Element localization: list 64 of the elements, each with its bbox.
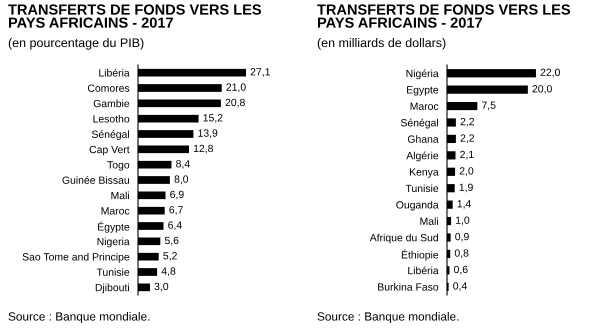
- y-tick-label: Nigéria: [406, 69, 439, 80]
- y-tick-label: Egypte: [407, 86, 438, 96]
- y-tick-label: Mali: [111, 192, 129, 200]
- data-label: 0,9: [455, 232, 469, 242]
- y-tick-label: Mali: [420, 217, 438, 225]
- y-tick-label: Tunisie: [96, 268, 130, 276]
- data-label: 27,1: [250, 68, 270, 77]
- chart-subtitle: (en milliards de dollars): [318, 38, 446, 50]
- data-label: 5,2: [163, 252, 177, 261]
- data-label: 1,9: [460, 184, 473, 192]
- y-tick-label: Nigeria: [98, 238, 130, 248]
- data-label: 8,4: [176, 160, 190, 169]
- data-label: 3,0: [154, 282, 168, 292]
- y-tick-label: Libéria: [408, 266, 439, 274]
- data-label: 1,4: [458, 200, 472, 209]
- data-label: 6,7: [169, 206, 183, 215]
- data-label: 5,6: [164, 236, 179, 246]
- data-label: 1,0: [456, 216, 470, 226]
- data-label: 6,4: [168, 221, 182, 230]
- data-label: 2,2: [460, 134, 474, 143]
- y-tick-label: Kenya: [410, 168, 439, 178]
- y-tick-label: Ghana: [408, 135, 439, 143]
- y-tick-label: Égypte: [98, 221, 130, 233]
- chart-subtitle: (en pourcentage du PIB): [8, 38, 144, 50]
- y-tick-label: Maroc: [102, 207, 130, 215]
- data-label: 2,0: [460, 167, 474, 176]
- y-tick-label: Burkina Faso: [378, 283, 438, 291]
- data-label: 2,1: [460, 150, 474, 160]
- data-label: 12,8: [194, 144, 213, 154]
- y-tick-label: Ouganda: [396, 200, 439, 211]
- data-label: 20,8: [226, 98, 245, 108]
- data-label: 15,2: [204, 114, 222, 123]
- data-label: 4,8: [162, 267, 176, 276]
- y-tick-label: Sénégal: [400, 118, 438, 128]
- data-label: 21,0: [226, 83, 246, 92]
- source-note: Source : Banque mondiale.: [8, 312, 150, 324]
- data-label: 0,8: [454, 249, 468, 258]
- data-label: 13,9: [198, 129, 218, 138]
- data-label: 8,0: [174, 175, 188, 184]
- y-tick-label: Éthiopie: [402, 249, 438, 261]
- y-tick-label: Lesotho: [93, 114, 130, 123]
- chart-title: TRANSFERTS DE FONDS VERS LES PAYS AFRICAINS - 2017: [8, 4, 262, 28]
- y-tick-label: Algérie: [406, 152, 438, 162]
- y-tick-label: Comores: [88, 84, 130, 92]
- y-tick-label: Afrique du Sud: [370, 234, 438, 244]
- y-tick-label: Libéria: [99, 68, 130, 77]
- y-tick-label: Sao Tome and Principe: [22, 252, 130, 263]
- data-label: 0,6: [454, 266, 468, 274]
- y-tick-label: Togo: [107, 161, 130, 171]
- y-tick-label: Sénégal: [92, 130, 129, 140]
- data-label: 22,0: [540, 68, 560, 78]
- y-tick-label: Gambie: [94, 100, 130, 108]
- y-tick-label: Maroc: [410, 102, 438, 110]
- y-tick-label: Tunisie: [406, 184, 438, 192]
- chart-title: TRANSFERTS DE FONDS VERS LES PAYS AFRICAINS - 2017: [317, 4, 570, 28]
- y-tick-label: Guinée Bissau: [62, 176, 129, 184]
- data-label: 20,0: [532, 85, 552, 94]
- data-label: 7,5: [482, 102, 496, 110]
- source-note: Source : Banque mondiale.: [318, 312, 458, 324]
- data-label: 0,4: [453, 282, 467, 291]
- data-label: 2,2: [460, 118, 474, 127]
- y-tick-label: Cap Vert: [90, 146, 130, 156]
- y-tick-label: Djibouti: [96, 284, 129, 294]
- data-label: 6,9: [170, 190, 184, 200]
